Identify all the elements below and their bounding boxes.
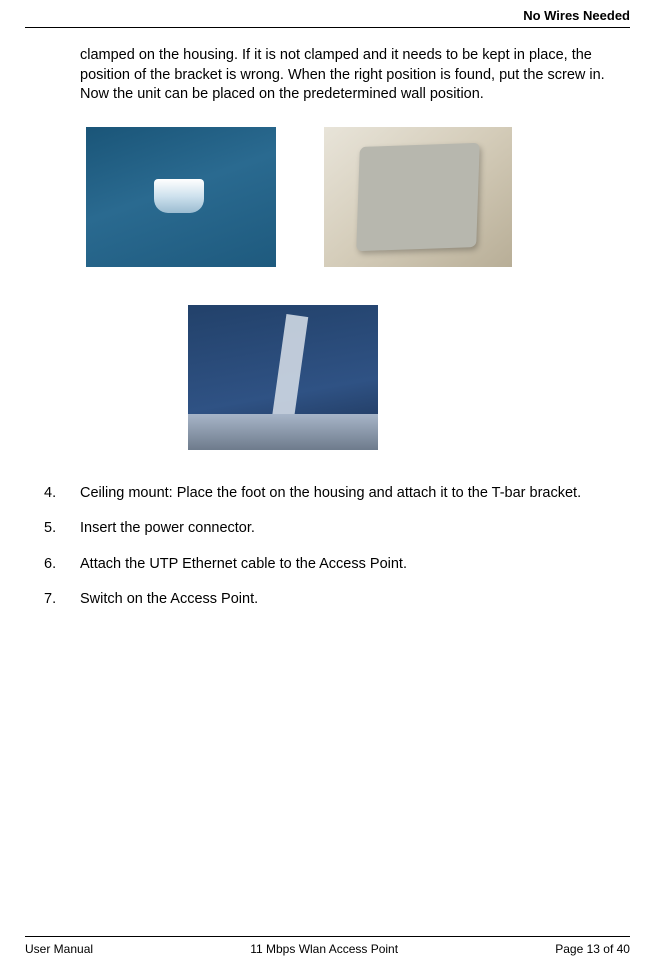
list-item: Ceiling mount: Place the foot on the hou… [44, 484, 625, 504]
page-content: clamped on the housing. If it is not cla… [25, 46, 630, 610]
image-row-top [80, 127, 625, 267]
steps-container: Ceiling mount: Place the foot on the hou… [44, 484, 625, 610]
edge-icon [188, 414, 378, 450]
list-item: Switch on the Access Point. [44, 590, 625, 610]
step-text: Insert the power connector. [80, 520, 255, 536]
footer-right: Page 13 of 40 [555, 942, 630, 956]
figure-bracket-plate [324, 127, 512, 267]
step-text: Switch on the Access Point. [80, 591, 258, 607]
footer-center: 11 Mbps Wlan Access Point [250, 942, 398, 956]
header-title: No Wires Needed [523, 8, 630, 23]
footer-left: User Manual [25, 942, 93, 956]
intro-paragraph: clamped on the housing. If it is not cla… [80, 46, 625, 105]
list-item: Insert the power connector. [44, 519, 625, 539]
page-header: No Wires Needed [25, 0, 630, 28]
figure-wall-mount [188, 305, 378, 450]
plate-icon [356, 142, 480, 250]
figure-housing-clip [86, 127, 276, 267]
list-item: Attach the UTP Ethernet cable to the Acc… [44, 555, 625, 575]
clip-icon [154, 179, 204, 213]
page: No Wires Needed clamped on the housing. … [0, 0, 655, 970]
page-footer: User Manual 11 Mbps Wlan Access Point Pa… [25, 936, 630, 956]
instruction-list: Ceiling mount: Place the foot on the hou… [44, 484, 625, 610]
step-text: Ceiling mount: Place the foot on the hou… [80, 485, 581, 501]
step-text: Attach the UTP Ethernet cable to the Acc… [80, 556, 407, 572]
